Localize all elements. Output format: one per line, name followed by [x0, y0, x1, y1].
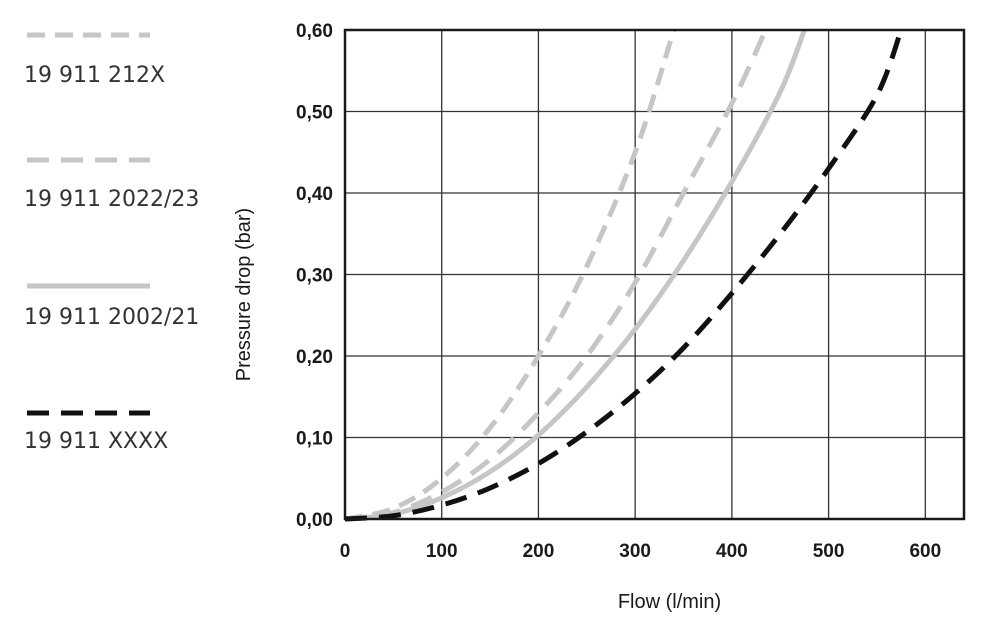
legend-label-2: 19 911 2022/23 — [24, 187, 199, 212]
y-tick-label: 0,40 — [296, 184, 333, 205]
x-tick-label: 500 — [813, 541, 845, 562]
x-tick-label: 100 — [426, 541, 458, 562]
x-axis-label: Flow (l/min) — [618, 591, 721, 613]
plot-lines — [344, 28, 904, 522]
legend-label-3: 19 911 2002/21 — [24, 305, 199, 330]
x-tick-label: 0 — [340, 541, 351, 562]
legend-label-4: 19 911 XXXX — [24, 429, 168, 454]
x-tick-label: 600 — [909, 541, 941, 562]
series-line-3 — [344, 29, 807, 522]
y-axis-label: Pressure drop (bar) — [233, 208, 255, 381]
x-tick-label: 400 — [716, 541, 748, 562]
y-tick-label: 0,30 — [296, 266, 333, 287]
plot-frame — [343, 28, 966, 521]
series-line-2 — [344, 28, 768, 522]
series-line-4 — [344, 29, 904, 522]
y-tick-label: 0,00 — [296, 510, 333, 531]
legend: 19 911 212X 19 911 2022/23 19 911 2002/21 1… — [24, 32, 199, 454]
y-tick-label: 0,60 — [296, 21, 333, 42]
y-tick-label: 0,10 — [296, 429, 333, 450]
y-tick-label: 0,50 — [296, 103, 333, 124]
y-axis-ticks: 0,00 0,10 0,20 0,30 0,40 0,50 0,60 — [296, 21, 333, 531]
x-tick-label: 200 — [523, 541, 555, 562]
y-tick-label: 0,20 — [296, 347, 333, 368]
legend-label-1: 19 911 212X — [24, 63, 165, 88]
x-tick-label: 300 — [619, 541, 651, 562]
series-line-1 — [344, 29, 677, 522]
x-axis-ticks: 0 100 200 300 400 500 600 — [340, 541, 941, 562]
